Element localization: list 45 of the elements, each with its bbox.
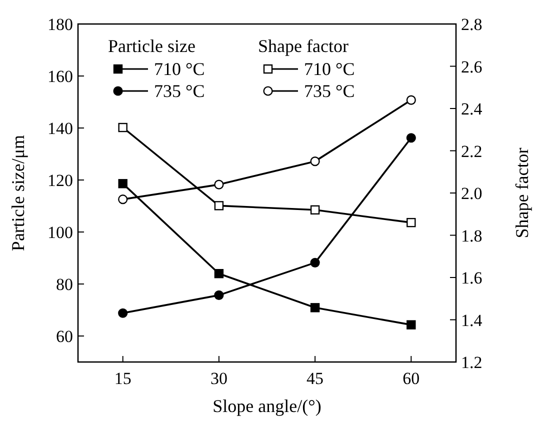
- y2-tick-label: 1.4: [461, 310, 483, 330]
- point: [406, 133, 416, 143]
- y-axis-title: Particle size/μm: [8, 134, 28, 252]
- y-tick-label: 180: [48, 15, 73, 34]
- legend-label: 735 °C: [304, 81, 355, 101]
- legend-label: 710 °C: [304, 59, 355, 79]
- x-tick-label: 30: [210, 369, 228, 388]
- annotation: Particle size: [108, 36, 196, 56]
- point: [310, 205, 320, 214]
- legend-label: 710 °C: [154, 59, 205, 79]
- x-tick-label: 45: [306, 369, 324, 388]
- y-tick-label: 80: [56, 275, 73, 294]
- point: [118, 122, 128, 132]
- legend-label: 735 °C: [154, 81, 205, 101]
- y2-axis-title: Shape factor: [512, 148, 532, 238]
- y-tick-label: 100: [48, 223, 73, 242]
- point: [310, 258, 320, 268]
- y-tick-label: 60: [56, 327, 73, 346]
- y-tick-label: 160: [48, 67, 73, 86]
- y-tick-label: 140: [48, 119, 73, 138]
- annotation: Shape factor: [258, 36, 348, 56]
- y2-tick-label: 1.8: [461, 226, 482, 246]
- point: [406, 95, 416, 105]
- point: [214, 180, 224, 190]
- y2-tick-label: 2.4: [461, 100, 483, 118]
- y2-tick-label: 2.6: [461, 57, 482, 76]
- point: [118, 308, 128, 318]
- point: [214, 269, 224, 278]
- point: [214, 290, 224, 300]
- point: [406, 218, 416, 228]
- x-axis-title: Slope angle/(°): [212, 396, 322, 416]
- y2-tick-label: 2.2: [461, 142, 482, 161]
- y-tick-label: 120: [48, 171, 73, 190]
- point: [118, 194, 128, 204]
- x-tick-label: 15: [114, 369, 132, 388]
- point: [406, 320, 416, 330]
- y2-tick-label: 2.8: [461, 15, 482, 34]
- point: [118, 179, 128, 188]
- point: [310, 156, 320, 166]
- x-tick-label: 60: [402, 369, 420, 388]
- y2-tick-label: 1.6: [461, 268, 482, 288]
- point: [310, 303, 320, 312]
- y2-tick-label: 1.2: [461, 353, 482, 372]
- point: [214, 201, 224, 210]
- y2-tick-label: 2.0: [461, 184, 482, 203]
